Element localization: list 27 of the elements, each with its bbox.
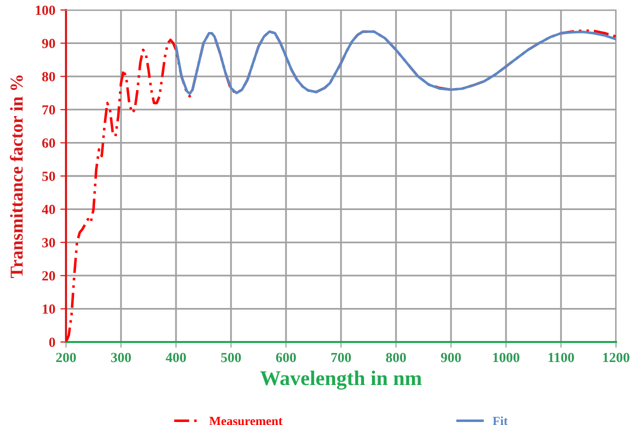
x-tick-label: 1000 <box>493 352 520 362</box>
y-tick-label: 50 <box>42 172 56 181</box>
x-tick-label: 1200 <box>603 352 630 362</box>
x-tick-label: 400 <box>166 352 186 362</box>
line-series <box>174 30 616 95</box>
x-tick-label: 800 <box>386 352 406 362</box>
y-tick-label: 70 <box>42 105 56 115</box>
x-tick-label: 500 <box>221 352 241 362</box>
x-tick-label: 900 <box>440 352 461 362</box>
y-tick-label: 0 <box>49 338 56 347</box>
x-tick-label: 300 <box>111 352 131 362</box>
y-tick-label: 80 <box>42 72 56 82</box>
x-axis-title: Wavelength in nm <box>260 370 422 390</box>
x-tick-label: 200 <box>56 352 76 362</box>
x-tick-label: 700 <box>331 352 351 362</box>
y-tick-label: 40 <box>42 204 56 214</box>
y-tick-label: 100 <box>36 6 56 15</box>
y-tick-label: 60 <box>42 138 56 148</box>
y-tick-label: 20 <box>42 271 56 281</box>
x-tick-label: 1100 <box>548 352 574 362</box>
y-tick-label: 90 <box>42 38 56 48</box>
y-axis-title: Transmittance factor in % <box>10 75 23 278</box>
y-tick-label: 10 <box>42 304 56 314</box>
y-tick-label: 30 <box>42 238 56 248</box>
x-tick-label: 600 <box>276 352 296 362</box>
legend-label: Fit <box>492 416 508 425</box>
legend-label: Measurement <box>209 416 282 425</box>
